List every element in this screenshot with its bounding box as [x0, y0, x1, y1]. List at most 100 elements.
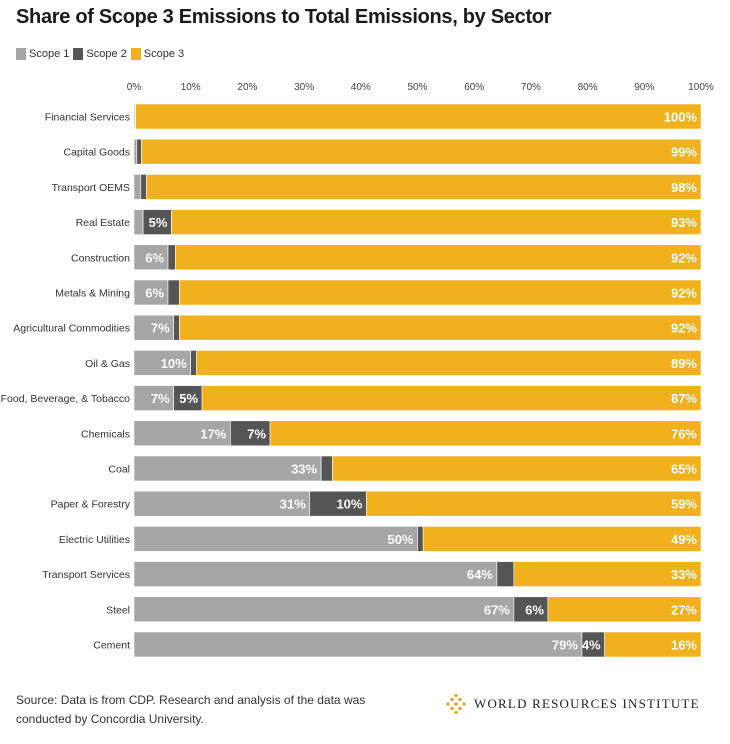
legend-scope-3: Scope 3	[130, 48, 184, 60]
data-label: 16%	[671, 638, 697, 653]
bar-segment-scope-3	[146, 174, 702, 200]
x-tick-label: 10%	[181, 82, 201, 93]
bar-segment-scope-1	[133, 350, 192, 376]
category-label: Oil & Gas	[85, 358, 130, 370]
bar-segment-scope-3	[604, 631, 702, 658]
bar-segment-scope-1	[133, 385, 174, 411]
data-label: 6%	[525, 602, 544, 617]
bar-segment-scope-2	[230, 420, 271, 447]
legend-label-scope-1: Scope 1	[29, 48, 70, 60]
bar-segment-scope-3	[513, 561, 702, 587]
category-label: Cement	[93, 640, 130, 652]
bar-segment-scope-3	[171, 209, 702, 235]
bar-segment-scope-1	[133, 526, 418, 552]
data-label: 50%	[387, 532, 413, 547]
bar-segment-scope-2	[417, 526, 424, 552]
data-label: 10%	[336, 497, 362, 512]
data-label: 7%	[247, 426, 266, 441]
stacked-bar-chart: 0% 10% 20% 30% 40% 50% 60% 70% 80% 90% 100% Financi…	[1, 82, 714, 658]
bar-segment-scope-1	[133, 420, 231, 447]
bar-segment-scope-3	[135, 103, 702, 130]
bar-segment-scope-3	[366, 490, 702, 517]
legend-scope-2: Scope 2	[73, 48, 127, 60]
bar-segment-scope-3	[179, 279, 702, 306]
data-label: 87%	[671, 391, 697, 406]
data-label: 89%	[671, 356, 697, 371]
bar-segment-scope-1	[133, 596, 515, 623]
x-tick-label: 70%	[521, 82, 541, 93]
category-label: Food, Beverage, & Tobacco	[1, 393, 131, 405]
bar-segment-scope-3	[179, 314, 702, 341]
bar-segment-scope-2	[167, 244, 176, 271]
bar-segment-scope-2	[320, 455, 333, 482]
bar-segment-scope-3	[196, 350, 702, 376]
category-label: Transport Services	[42, 569, 130, 581]
x-tick-label: 0%	[127, 82, 142, 93]
data-label: 7%	[151, 321, 170, 336]
category-label: Construction	[71, 252, 130, 264]
category-label: Financial Services	[45, 112, 130, 124]
data-label: 31%	[280, 497, 306, 512]
category-label: Chemicals	[81, 428, 130, 440]
bar-segment-scope-3	[141, 138, 702, 165]
wri-logo: World Resources Institute	[446, 694, 700, 714]
data-label: 6%	[145, 250, 164, 265]
bar-segment-scope-1	[133, 561, 498, 587]
bar-segment-scope-1	[133, 490, 311, 517]
data-label: 33%	[671, 567, 697, 582]
x-tick-label: 60%	[464, 82, 484, 93]
data-label: 7%	[151, 391, 170, 406]
category-label: Real Estate	[76, 217, 130, 229]
data-label: 10%	[161, 356, 187, 371]
data-label: 4%	[582, 638, 601, 653]
bar-segment-scope-1	[133, 174, 142, 200]
data-label: 93%	[671, 215, 697, 230]
data-label: 65%	[671, 462, 697, 477]
category-label: Paper & Forestry	[51, 499, 131, 511]
category-label: Transport OEMS	[52, 182, 130, 194]
bar-segment-scope-2	[173, 314, 180, 341]
x-tick-label: 20%	[237, 82, 257, 93]
bar-segment-scope-1	[133, 138, 138, 165]
bar-segment-scope-2	[496, 561, 515, 587]
data-label: 98%	[671, 180, 697, 195]
bar-segment-scope-2	[136, 138, 142, 165]
data-label: 49%	[671, 532, 697, 547]
data-label: 6%	[145, 286, 164, 301]
legend-scope-1: Scope 1	[16, 48, 69, 60]
bar-segment-scope-2	[142, 209, 172, 235]
x-tick-label: 30%	[294, 82, 314, 93]
wri-emblem-icon	[446, 694, 466, 714]
category-label: Coal	[108, 464, 130, 476]
bar-segment-scope-2	[309, 490, 367, 517]
bar-segment-scope-1	[133, 314, 174, 341]
bar-segment-scope-1	[133, 279, 169, 306]
category-label: Electric Utilities	[59, 534, 130, 546]
data-label: 27%	[671, 602, 697, 617]
bar-segment-scope-3	[332, 455, 702, 482]
bar-segment-scope-1	[133, 631, 583, 658]
data-label: 64%	[467, 567, 493, 582]
chart-legend: Scope 1 Scope 2 Scope 3	[16, 48, 188, 60]
data-label: 76%	[671, 426, 697, 441]
data-label: 5%	[179, 391, 198, 406]
x-tick-label: 40%	[351, 82, 371, 93]
data-label: 5%	[149, 215, 168, 230]
data-label: 17%	[200, 426, 226, 441]
data-label: 99%	[671, 145, 697, 160]
bar-segment-scope-1	[133, 209, 144, 235]
legend-swatch-scope-3	[130, 48, 141, 60]
data-label: 92%	[671, 250, 697, 265]
wri-wordmark: World Resources Institute	[474, 696, 700, 711]
legend-label-scope-2: Scope 2	[86, 48, 127, 60]
data-label: 79%	[552, 638, 578, 653]
bar-segment-scope-3	[422, 526, 702, 552]
bar-segment-scope-2	[190, 350, 197, 376]
x-tick-label: 100%	[688, 82, 714, 93]
bar-segment-scope-3	[175, 244, 702, 271]
category-label: Capital Goods	[63, 147, 130, 159]
bar-segment-scope-2	[173, 385, 203, 411]
data-label: 92%	[671, 321, 697, 336]
data-label: 59%	[671, 497, 697, 512]
legend-swatch-scope-1	[16, 48, 26, 60]
